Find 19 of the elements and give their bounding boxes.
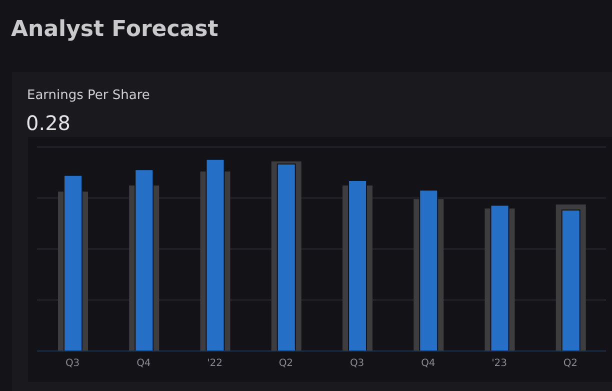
bar	[276, 164, 296, 351]
bar	[419, 190, 438, 351]
x-tick-label: Q2	[278, 358, 294, 370]
x-tick-label: Q3	[65, 358, 80, 370]
chart-title: Analyst Forecast	[11, 17, 218, 42]
bar	[561, 210, 580, 351]
x-tick-label: '22	[207, 358, 223, 370]
bar	[490, 204, 510, 351]
x-tick-label: Q4	[421, 358, 436, 370]
x-tick-label: Q2	[563, 358, 578, 370]
bar	[134, 169, 154, 351]
x-tick-label: Q4	[136, 358, 151, 370]
x-tick-label: Q3	[350, 358, 364, 370]
text: 0.28	[26, 111, 71, 135]
bar	[348, 180, 367, 351]
bar	[64, 174, 82, 351]
chart-subtitle: Earnings Per Share	[27, 88, 150, 103]
x-tick-label: '23	[492, 358, 508, 370]
bar	[206, 158, 225, 351]
